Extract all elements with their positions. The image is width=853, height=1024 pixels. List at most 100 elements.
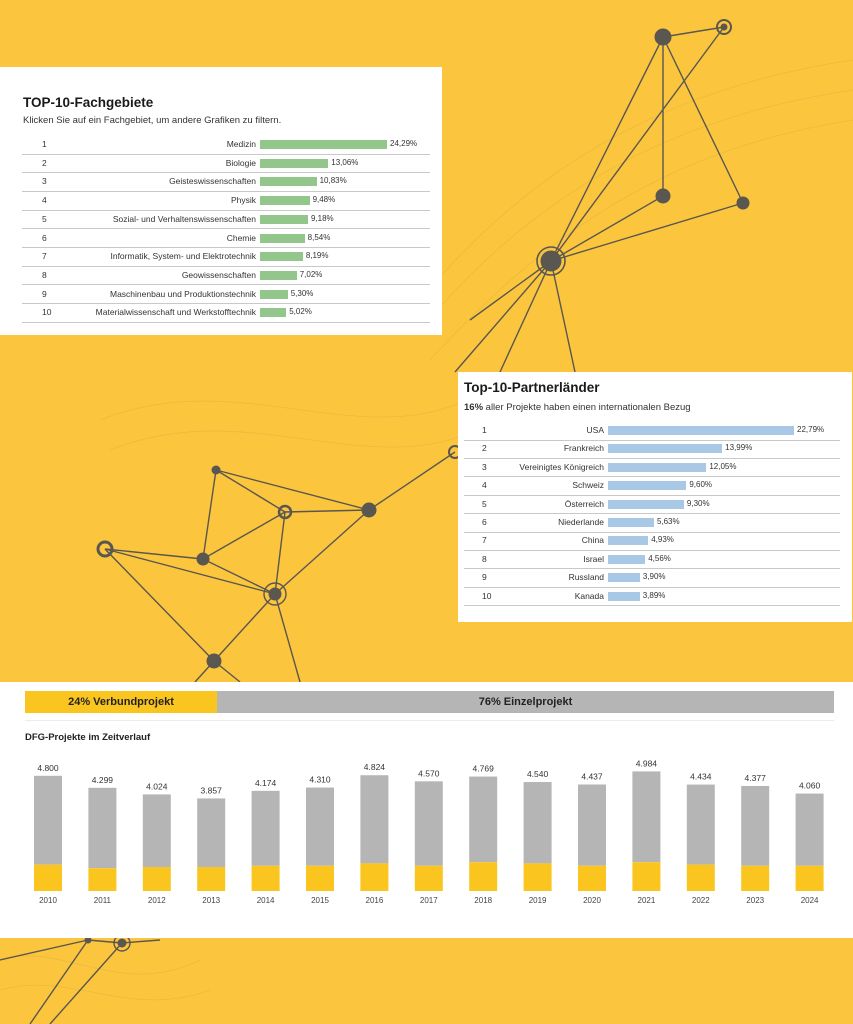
fachgebiete-row[interactable]: 9 Maschinenbau und Produktionstechnik 5,30… [22, 286, 430, 305]
timeline-value-label: 4.800 [37, 763, 59, 773]
partnerlaender-rank: 8 [482, 553, 487, 564]
partnerlaender-bar [608, 591, 640, 601]
timeline-bar-total[interactable] [197, 798, 226, 867]
timeline-year-label: 2013 [202, 896, 220, 905]
fachgebiete-row[interactable]: 1 Medizin 24,29% [22, 136, 430, 155]
timeline-bar-verbund[interactable] [632, 862, 661, 891]
timeline-year-label: 2023 [746, 896, 764, 905]
fachgebiete-pct: 24,29% [390, 139, 418, 148]
partnerlaender-row[interactable]: 3 Vereinigtes Königreich 12,05% [464, 459, 840, 478]
timeline-year-label: 2016 [366, 896, 384, 905]
timeline-bar-verbund[interactable] [306, 865, 334, 891]
timeline-chart-title: DFG-Projekte im Zeitverlauf [25, 732, 151, 743]
timeline-bar-total[interactable] [251, 790, 280, 866]
timeline-bar-total[interactable] [360, 775, 389, 864]
partnerlaender-row[interactable]: 7 China 4,93% [464, 532, 840, 551]
partnerlaender-rank: 3 [482, 461, 487, 472]
fachgebiete-rank: 9 [42, 288, 47, 299]
timeline-year-label: 2010 [39, 896, 57, 905]
timeline-bar-total[interactable] [88, 787, 117, 869]
fachgebiete-row[interactable]: 6 Chemie 8,54% [22, 230, 430, 249]
partnerlaender-label: China [581, 535, 604, 546]
timeline-year-label: 2022 [692, 896, 710, 905]
partnerlaender-row[interactable]: 5 Österreich 9,30% [464, 496, 840, 515]
timeline-bar-verbund[interactable] [251, 865, 280, 891]
timeline-bar-verbund[interactable] [414, 865, 443, 891]
fachgebiete-label: Sozial- und Verhaltenswissenschaften [112, 213, 256, 224]
network-nodes [84, 19, 750, 952]
fachgebiete-row[interactable]: 5 Sozial- und Verhaltenswissenschaften 9,1… [22, 211, 430, 230]
timeline-bar-total[interactable] [142, 794, 171, 867]
partnerlaender-rank: 1 [482, 425, 487, 435]
projektart-split-bar: 24% Verbundprojekt 76% Einzelprojekt [25, 691, 834, 713]
partnerlaender-subtitle: 16% aller Projekte haben einen internati… [464, 402, 691, 413]
einzelprojekt-segment[interactable]: 76% Einzelprojekt [217, 691, 834, 713]
projects-panel: 24% Verbundprojekt 76% Einzelprojekt DFG… [0, 682, 853, 938]
timeline-bar-verbund[interactable] [88, 868, 117, 891]
timeline-value-label: 4.434 [690, 772, 712, 782]
partnerlaender-rank: 7 [482, 535, 487, 546]
timeline-year-label: 2014 [257, 896, 275, 905]
timeline-value-label: 4.769 [473, 764, 495, 774]
fachgebiete-pct: 7,02% [299, 269, 323, 279]
timeline-bar-total[interactable] [34, 775, 62, 865]
timeline-value-label: 4.174 [255, 778, 277, 788]
fachgebiete-row[interactable]: 4 Physik 9,48% [22, 192, 430, 211]
fachgebiete-row[interactable]: 8 Geowissenschaften 7,02% [22, 267, 430, 286]
partnerlaender-label: Niederlande [558, 517, 604, 527]
partnerlaender-pct: 5,63% [656, 517, 680, 526]
timeline-bar-verbund[interactable] [197, 867, 226, 891]
timeline-bar-verbund[interactable] [578, 865, 606, 891]
fachgebiete-rank: 6 [42, 232, 47, 243]
timeline-bar-total[interactable] [469, 776, 498, 863]
timeline-value-label: 3.857 [201, 785, 223, 795]
partnerlaender-rank: 4 [482, 480, 487, 491]
timeline-bar-verbund[interactable] [469, 862, 498, 891]
partnerlaender-row[interactable]: 2 Frankreich 13,99% [464, 440, 840, 459]
partnerlaender-label: Israel [583, 553, 604, 564]
verbundprojekt-segment[interactable]: 24% Verbundprojekt [25, 691, 217, 713]
timeline-bar-total[interactable] [686, 784, 715, 865]
partnerlaender-row[interactable]: 4 Schweiz 9,60% [464, 477, 840, 496]
timeline-bar-total[interactable] [741, 785, 770, 866]
partnerlaender-pct: 9,30% [686, 498, 710, 508]
timeline-bar-total[interactable] [523, 782, 552, 864]
fachgebiete-rank: 10 [42, 307, 52, 318]
timeline-bar-total[interactable] [414, 781, 443, 866]
fachgebiete-label: Medizin [226, 139, 256, 149]
timeline-bar-total[interactable] [306, 787, 334, 866]
timeline-bar-verbund[interactable] [142, 867, 171, 891]
partnerlaender-row[interactable]: 8 Israel 4,56% [464, 551, 840, 570]
timeline-bar-verbund[interactable] [741, 865, 770, 891]
partnerlaender-row[interactable]: 9 Russland 3,90% [464, 569, 840, 588]
timeline-year-label: 2019 [529, 896, 547, 905]
timeline-bar-verbund[interactable] [523, 863, 552, 891]
partnerlaender-label: Vereinigtes Königreich [519, 461, 604, 472]
partnerlaender-pct: 13,99% [725, 443, 753, 453]
timeline-bar-verbund[interactable] [795, 865, 824, 891]
fachgebiete-bar [260, 158, 329, 168]
partnerlaender-rank: 2 [482, 443, 487, 454]
timeline-bar-total[interactable] [632, 771, 661, 863]
fachgebiete-row[interactable]: 3 Geisteswissenschaften 10,83% [22, 173, 430, 192]
timeline-bar-total[interactable] [795, 793, 824, 866]
timeline-bar-total[interactable] [578, 784, 606, 866]
timeline-bar-verbund[interactable] [34, 864, 62, 891]
partnerlaender-rank: 9 [482, 572, 487, 583]
fachgebiete-bar [260, 308, 287, 318]
verbundprojekt-label: 24% Verbundprojekt [68, 696, 174, 708]
fachgebiete-row[interactable]: 7 Informatik, System- und Elektrotechnik 8… [22, 248, 430, 267]
fachgebiete-row[interactable]: 10 Materialwissenschaft und Werkstofftech… [22, 304, 430, 323]
timeline-bar-verbund[interactable] [686, 864, 715, 891]
partnerlaender-row[interactable]: 6 Niederlande 5,63% [464, 514, 840, 533]
timeline-year-label: 2018 [474, 896, 492, 905]
partnerlaender-row[interactable]: 1 USA 22,79% [464, 422, 840, 441]
fachgebiete-row[interactable]: 2 Biologie 13,06% [22, 155, 430, 174]
fachgebiete-table: 1 Medizin 24,29% 2 Biologie 13,06% 3 Geisteswis… [22, 136, 430, 323]
fachgebiete-bar [260, 196, 310, 206]
timeline-bar-verbund[interactable] [360, 863, 389, 891]
partnerlaender-pct: 3,90% [642, 572, 666, 582]
partnerlaender-row[interactable]: 10 Kanada 3,89% [464, 588, 840, 607]
fachgebiete-pct: 9,18% [310, 213, 334, 223]
fachgebiete-rank: 7 [42, 251, 47, 262]
